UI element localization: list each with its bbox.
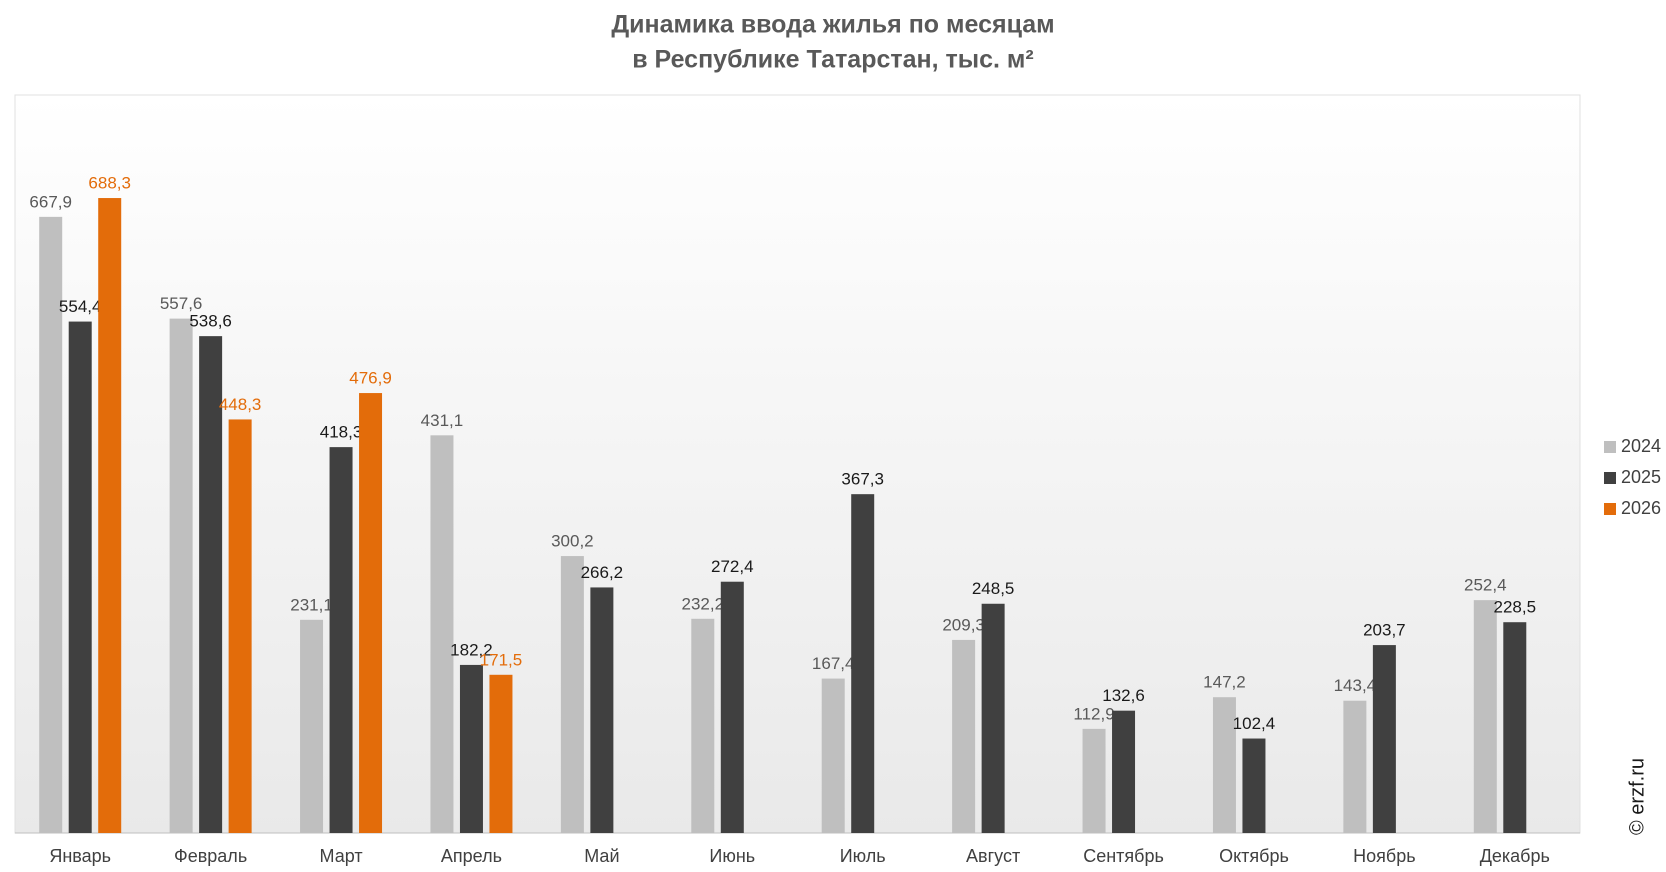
- legend-label: 2025: [1621, 467, 1661, 487]
- legend-swatch: [1604, 503, 1616, 515]
- bar: [1082, 728, 1106, 833]
- bar: [430, 435, 454, 833]
- legend-label: 2026: [1621, 498, 1661, 518]
- bar: [952, 639, 976, 833]
- bar: [1473, 600, 1497, 833]
- bar: [199, 336, 223, 833]
- data-label: 688,3: [88, 174, 131, 193]
- data-label: 248,5: [972, 579, 1015, 598]
- data-label: 266,2: [581, 563, 624, 582]
- data-label: 232,2: [682, 594, 725, 613]
- bar: [1372, 645, 1396, 833]
- legend-swatch: [1604, 472, 1616, 484]
- data-label: 300,2: [551, 532, 594, 551]
- data-label: 418,3: [320, 423, 363, 442]
- data-label: 252,4: [1464, 576, 1507, 595]
- data-label: 143,4: [1334, 676, 1377, 695]
- data-label: 102,4: [1233, 714, 1276, 733]
- x-tick-label: Июнь: [709, 846, 755, 866]
- data-label: 203,7: [1363, 621, 1406, 640]
- legend-swatch: [1604, 441, 1616, 453]
- bar: [1503, 622, 1527, 833]
- x-tick-label: Январь: [49, 846, 111, 866]
- data-label: 112,9: [1073, 704, 1114, 723]
- x-tick-label: Апрель: [441, 846, 502, 866]
- bar: [560, 556, 584, 833]
- x-tick-label: Май: [584, 846, 619, 866]
- legend-label: 2024: [1621, 436, 1661, 456]
- x-tick-label: Июль: [840, 846, 886, 866]
- data-label: 272,4: [711, 557, 754, 576]
- data-label: 231,1: [290, 595, 333, 614]
- data-label: 557,6: [160, 294, 203, 313]
- data-label: 554,4: [59, 297, 102, 316]
- data-label: 476,9: [349, 369, 392, 388]
- bar: [459, 664, 483, 833]
- bar: [98, 198, 122, 834]
- chart-title: Динамика ввода жилья по месяцам: [611, 11, 1054, 39]
- bar: [1343, 700, 1367, 833]
- data-label: 667,9: [29, 192, 72, 211]
- watermark: © erzf.ru: [1626, 758, 1648, 835]
- bar: [68, 321, 92, 833]
- bar: [39, 216, 63, 833]
- x-tick-label: Март: [320, 846, 363, 866]
- data-label: 171,5: [480, 650, 523, 669]
- data-label: 431,1: [421, 411, 464, 430]
- bar: [851, 494, 875, 833]
- x-tick-label: Декабрь: [1480, 846, 1550, 866]
- data-label: 367,3: [841, 470, 884, 489]
- bar: [981, 603, 1005, 833]
- bar: [720, 581, 744, 833]
- plot-area: [14, 94, 1581, 834]
- x-tick-label: Август: [966, 846, 1020, 866]
- data-label: 167,4: [812, 654, 855, 673]
- data-label: 209,3: [942, 615, 985, 634]
- bar: [329, 447, 353, 833]
- bar: [1242, 738, 1266, 833]
- bar: [489, 674, 513, 833]
- bar: [169, 318, 193, 833]
- bar: [590, 587, 614, 833]
- data-label: 448,3: [219, 395, 262, 414]
- x-tick-label: Сентябрь: [1083, 846, 1164, 866]
- x-tick-label: Февраль: [174, 846, 247, 866]
- data-label: 132,6: [1102, 686, 1145, 705]
- bar: [300, 619, 324, 833]
- data-label: 228,5: [1494, 598, 1537, 617]
- data-label: 147,2: [1203, 673, 1246, 692]
- chart-title: в Республике Татарстан, тыс. м²: [632, 46, 1034, 74]
- bar: [1112, 710, 1136, 833]
- x-tick-label: Октябрь: [1219, 846, 1289, 866]
- bar: [691, 618, 715, 833]
- x-tick-label: Ноябрь: [1353, 846, 1415, 866]
- bar: [1212, 697, 1236, 833]
- data-label: 538,6: [189, 312, 232, 331]
- bar: [228, 419, 252, 833]
- data-label: 182,2: [450, 640, 493, 659]
- bar: [821, 678, 845, 833]
- bar: [359, 393, 383, 833]
